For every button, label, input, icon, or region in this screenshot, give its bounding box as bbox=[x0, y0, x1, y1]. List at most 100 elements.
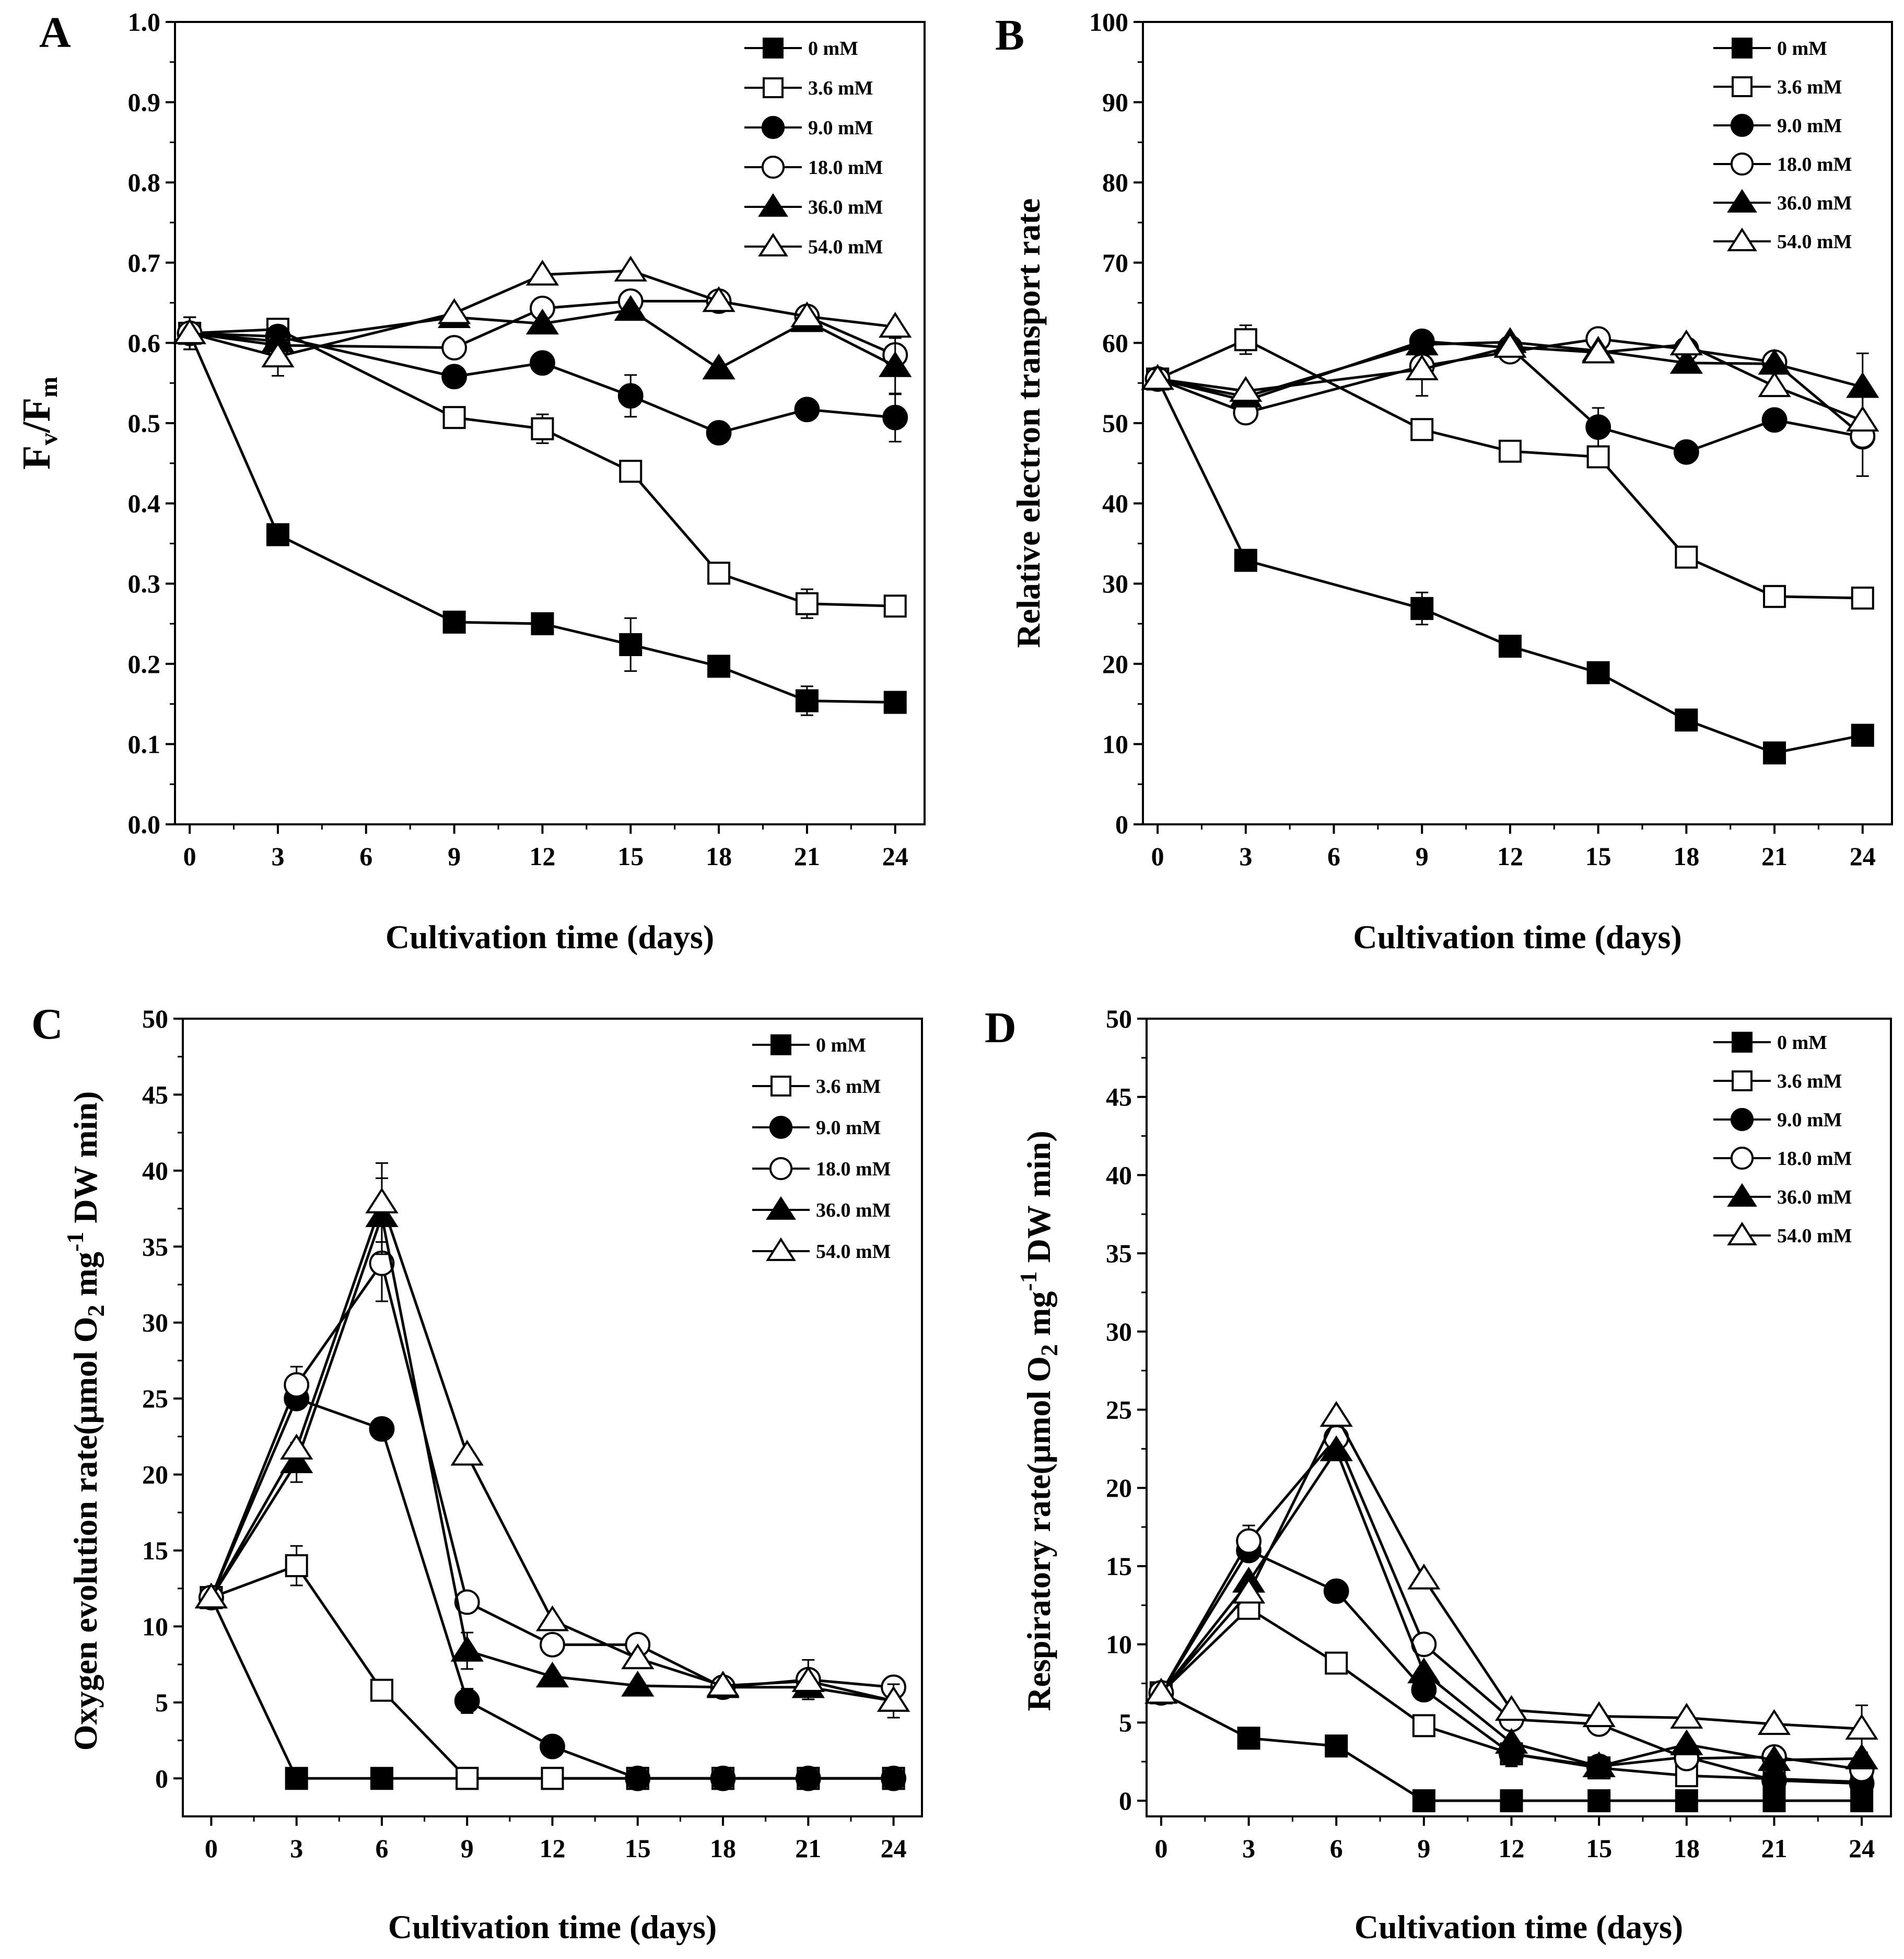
y-tick-label: 25 bbox=[1106, 1395, 1132, 1425]
y-tick-label: 40 bbox=[142, 1156, 168, 1185]
legend-label: 3.6 mM bbox=[808, 77, 873, 99]
x-tick-label: 6 bbox=[359, 842, 372, 871]
data-point bbox=[1675, 545, 1698, 569]
data-point bbox=[1581, 337, 1615, 364]
data-point bbox=[1494, 1695, 1528, 1721]
legend-marker bbox=[770, 1076, 791, 1097]
x-axis-label: Cultivation time (days) bbox=[388, 1908, 717, 1945]
legend-item: 0 mM bbox=[744, 38, 858, 60]
legend-item: 36.0 mM bbox=[744, 193, 883, 218]
panel-label: C bbox=[31, 1000, 63, 1048]
legend-label: 0 mM bbox=[1777, 38, 1827, 60]
data-point bbox=[261, 341, 295, 368]
data-point bbox=[1761, 407, 1788, 433]
data-point bbox=[1758, 371, 1791, 398]
y-axis-label: Fv/Fm bbox=[15, 377, 63, 470]
data-point bbox=[1669, 329, 1703, 356]
data-point bbox=[614, 255, 647, 282]
data-point bbox=[1670, 1703, 1703, 1729]
legend-item: 9.0 mM bbox=[752, 1115, 881, 1139]
series-line bbox=[189, 308, 896, 370]
legend-marker bbox=[763, 77, 784, 98]
y-axis-label: Oxygen evolution rate(μmol O2 mg-1 DW mi… bbox=[62, 1091, 109, 1751]
data-point bbox=[1319, 1435, 1353, 1462]
legend-label: 18.0 mM bbox=[808, 157, 883, 179]
data-point bbox=[525, 260, 559, 286]
data-point bbox=[1669, 348, 1703, 374]
data-point bbox=[531, 417, 554, 440]
data-point bbox=[881, 1765, 906, 1791]
legend-label: 9.0 mM bbox=[816, 1117, 881, 1139]
y-tick-label: 0.3 bbox=[128, 569, 161, 598]
data-point bbox=[795, 592, 819, 615]
data-point bbox=[706, 420, 732, 446]
legend-label: 9.0 mM bbox=[808, 117, 873, 139]
x-tick-label: 15 bbox=[1585, 842, 1611, 871]
data-point bbox=[454, 1589, 480, 1615]
series-54-0-mm bbox=[194, 1162, 910, 1719]
y-tick-label: 90 bbox=[1102, 88, 1128, 117]
y-axis-label: Respiratory rate(μmol O2 mg-1 DW min) bbox=[1015, 1130, 1062, 1711]
y-tick-label: 30 bbox=[142, 1308, 168, 1337]
legend-marker bbox=[1727, 1221, 1757, 1245]
y-tick-label: 80 bbox=[1102, 168, 1128, 197]
x-tick-label: 18 bbox=[710, 1834, 736, 1863]
data-point bbox=[1851, 724, 1874, 747]
data-point bbox=[369, 1416, 395, 1442]
x-tick-label: 18 bbox=[706, 842, 732, 871]
data-point bbox=[450, 1636, 484, 1662]
x-tick-label: 15 bbox=[1586, 1834, 1612, 1863]
y-tick-label: 25 bbox=[142, 1384, 168, 1413]
x-tick-label: 18 bbox=[1674, 1834, 1700, 1863]
data-point bbox=[1412, 1789, 1435, 1813]
data-point bbox=[1670, 1729, 1703, 1756]
legend-marker bbox=[763, 38, 784, 59]
data-point bbox=[707, 655, 731, 678]
series-line bbox=[1157, 343, 1863, 422]
data-point bbox=[535, 1661, 569, 1688]
legend-marker bbox=[1727, 1183, 1757, 1207]
series-36-0-mm bbox=[1144, 1435, 1878, 1777]
legend-marker bbox=[769, 1157, 793, 1181]
data-point bbox=[1845, 1713, 1878, 1740]
data-point bbox=[614, 295, 647, 321]
data-point bbox=[284, 1372, 310, 1398]
x-tick-label: 6 bbox=[1330, 1834, 1343, 1863]
data-point bbox=[442, 406, 466, 429]
data-point bbox=[1325, 1651, 1348, 1675]
y-tick-label: 30 bbox=[1102, 569, 1128, 598]
legend-item: 3.6 mM bbox=[752, 1076, 881, 1098]
data-point bbox=[1494, 1728, 1528, 1754]
data-point bbox=[285, 1767, 308, 1790]
legend-label: 54.0 mM bbox=[816, 1241, 891, 1263]
data-point bbox=[540, 1733, 565, 1759]
data-point bbox=[883, 691, 907, 714]
data-point bbox=[1323, 1578, 1349, 1604]
data-point bbox=[455, 1767, 479, 1790]
y-tick-label: 0.1 bbox=[128, 729, 161, 759]
x-tick-label: 24 bbox=[1850, 842, 1876, 871]
legend-marker bbox=[1727, 227, 1757, 251]
data-point bbox=[454, 1688, 480, 1714]
legend-marker bbox=[1727, 189, 1757, 213]
y-tick-label: 10 bbox=[1102, 729, 1128, 759]
data-point bbox=[370, 1678, 393, 1702]
legend-marker bbox=[761, 155, 785, 179]
data-point bbox=[1586, 661, 1610, 684]
data-point bbox=[266, 523, 289, 546]
y-axis-label: Relative electron transport rate bbox=[1010, 199, 1047, 648]
series-line bbox=[1160, 1413, 1862, 1730]
x-tick-label: 15 bbox=[625, 1834, 651, 1863]
data-point bbox=[707, 562, 731, 585]
data-point bbox=[1757, 1745, 1791, 1771]
legend-label: 36.0 mM bbox=[808, 196, 883, 218]
y-tick-label: 10 bbox=[1106, 1630, 1132, 1659]
data-point bbox=[1763, 741, 1786, 765]
series-54-0-mm bbox=[173, 255, 912, 377]
legend-item: 54.0 mM bbox=[744, 232, 883, 258]
y-tick-label: 0.6 bbox=[128, 328, 161, 357]
legend-label: 36.0 mM bbox=[1777, 1186, 1852, 1208]
panel-label: D bbox=[985, 1004, 1017, 1052]
y-tick-label: 15 bbox=[142, 1536, 168, 1565]
legend-label: 9.0 mM bbox=[1777, 1109, 1842, 1131]
